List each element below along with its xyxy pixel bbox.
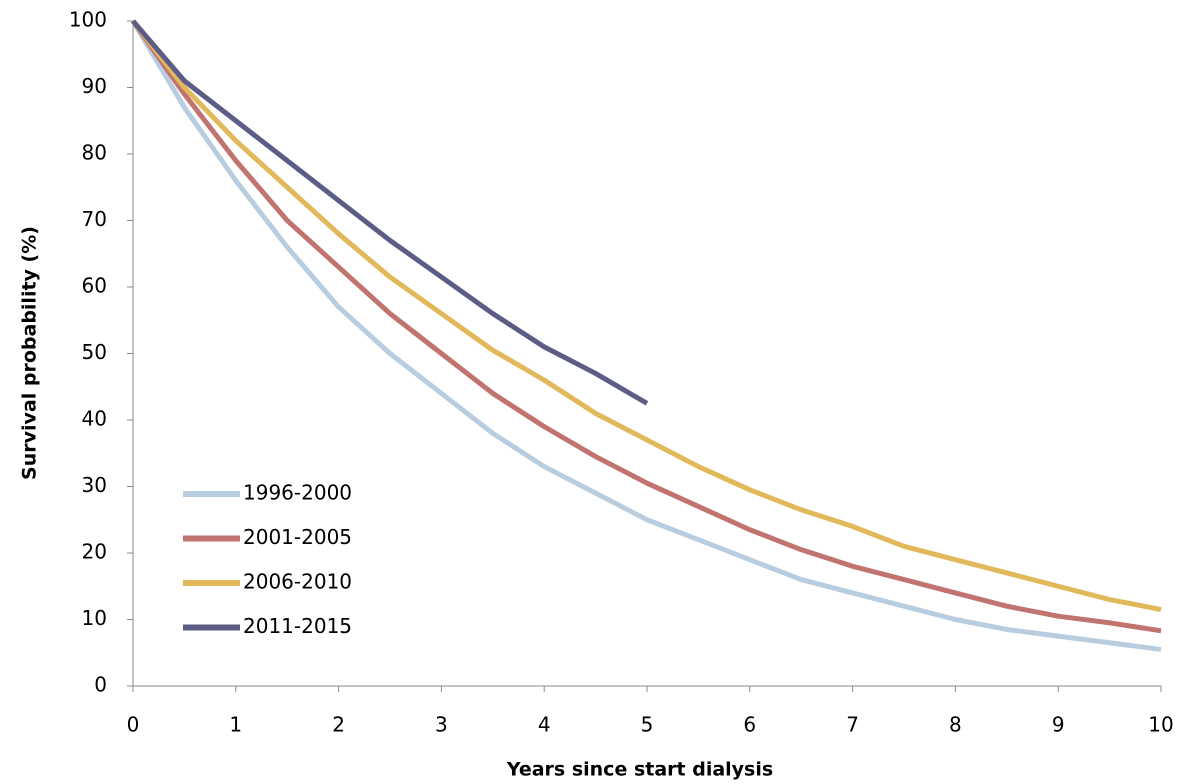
y-tick-label: 60 — [82, 274, 107, 298]
legend-label: 2011-2015 — [243, 614, 352, 638]
y-tick-label: 90 — [82, 74, 107, 98]
series-line — [131, 19, 649, 406]
x-tick-label: 1 — [229, 713, 242, 737]
series-line — [131, 19, 1162, 612]
y-tick-label: 70 — [82, 207, 107, 231]
x-tick-label: 2 — [332, 713, 345, 737]
series-line — [130, 19, 1162, 634]
y-axis-label: Survival probability (%) — [19, 226, 41, 480]
legend-label: 2001-2005 — [243, 525, 352, 549]
x-tick-label: 10 — [1148, 713, 1173, 737]
x-tick-label: 4 — [538, 713, 551, 737]
y-tick-label: 30 — [82, 473, 107, 497]
x-tick-label: 8 — [949, 713, 962, 737]
legend-label: 2006-2010 — [243, 570, 352, 594]
x-tick-label: 5 — [641, 713, 654, 737]
x-tick-label: 6 — [743, 713, 756, 737]
y-tick-label: 80 — [82, 141, 107, 165]
y-tick-label: 20 — [82, 540, 107, 564]
x-tick-label: 3 — [435, 713, 448, 737]
x-tick-label: 0 — [127, 713, 140, 737]
x-tick-label: 7 — [846, 713, 859, 737]
y-tick-label: 50 — [82, 340, 107, 364]
y-tick-label: 0 — [94, 673, 107, 697]
x-tick-label: 9 — [1052, 713, 1065, 737]
y-tick-label: 10 — [82, 606, 107, 630]
x-axis-label: Years since start dialysis — [506, 759, 773, 781]
series-line — [130, 19, 1162, 652]
y-tick-label: 40 — [82, 407, 107, 431]
y-tick-label: 100 — [69, 8, 107, 32]
legend-label: 1996-2000 — [243, 481, 352, 505]
